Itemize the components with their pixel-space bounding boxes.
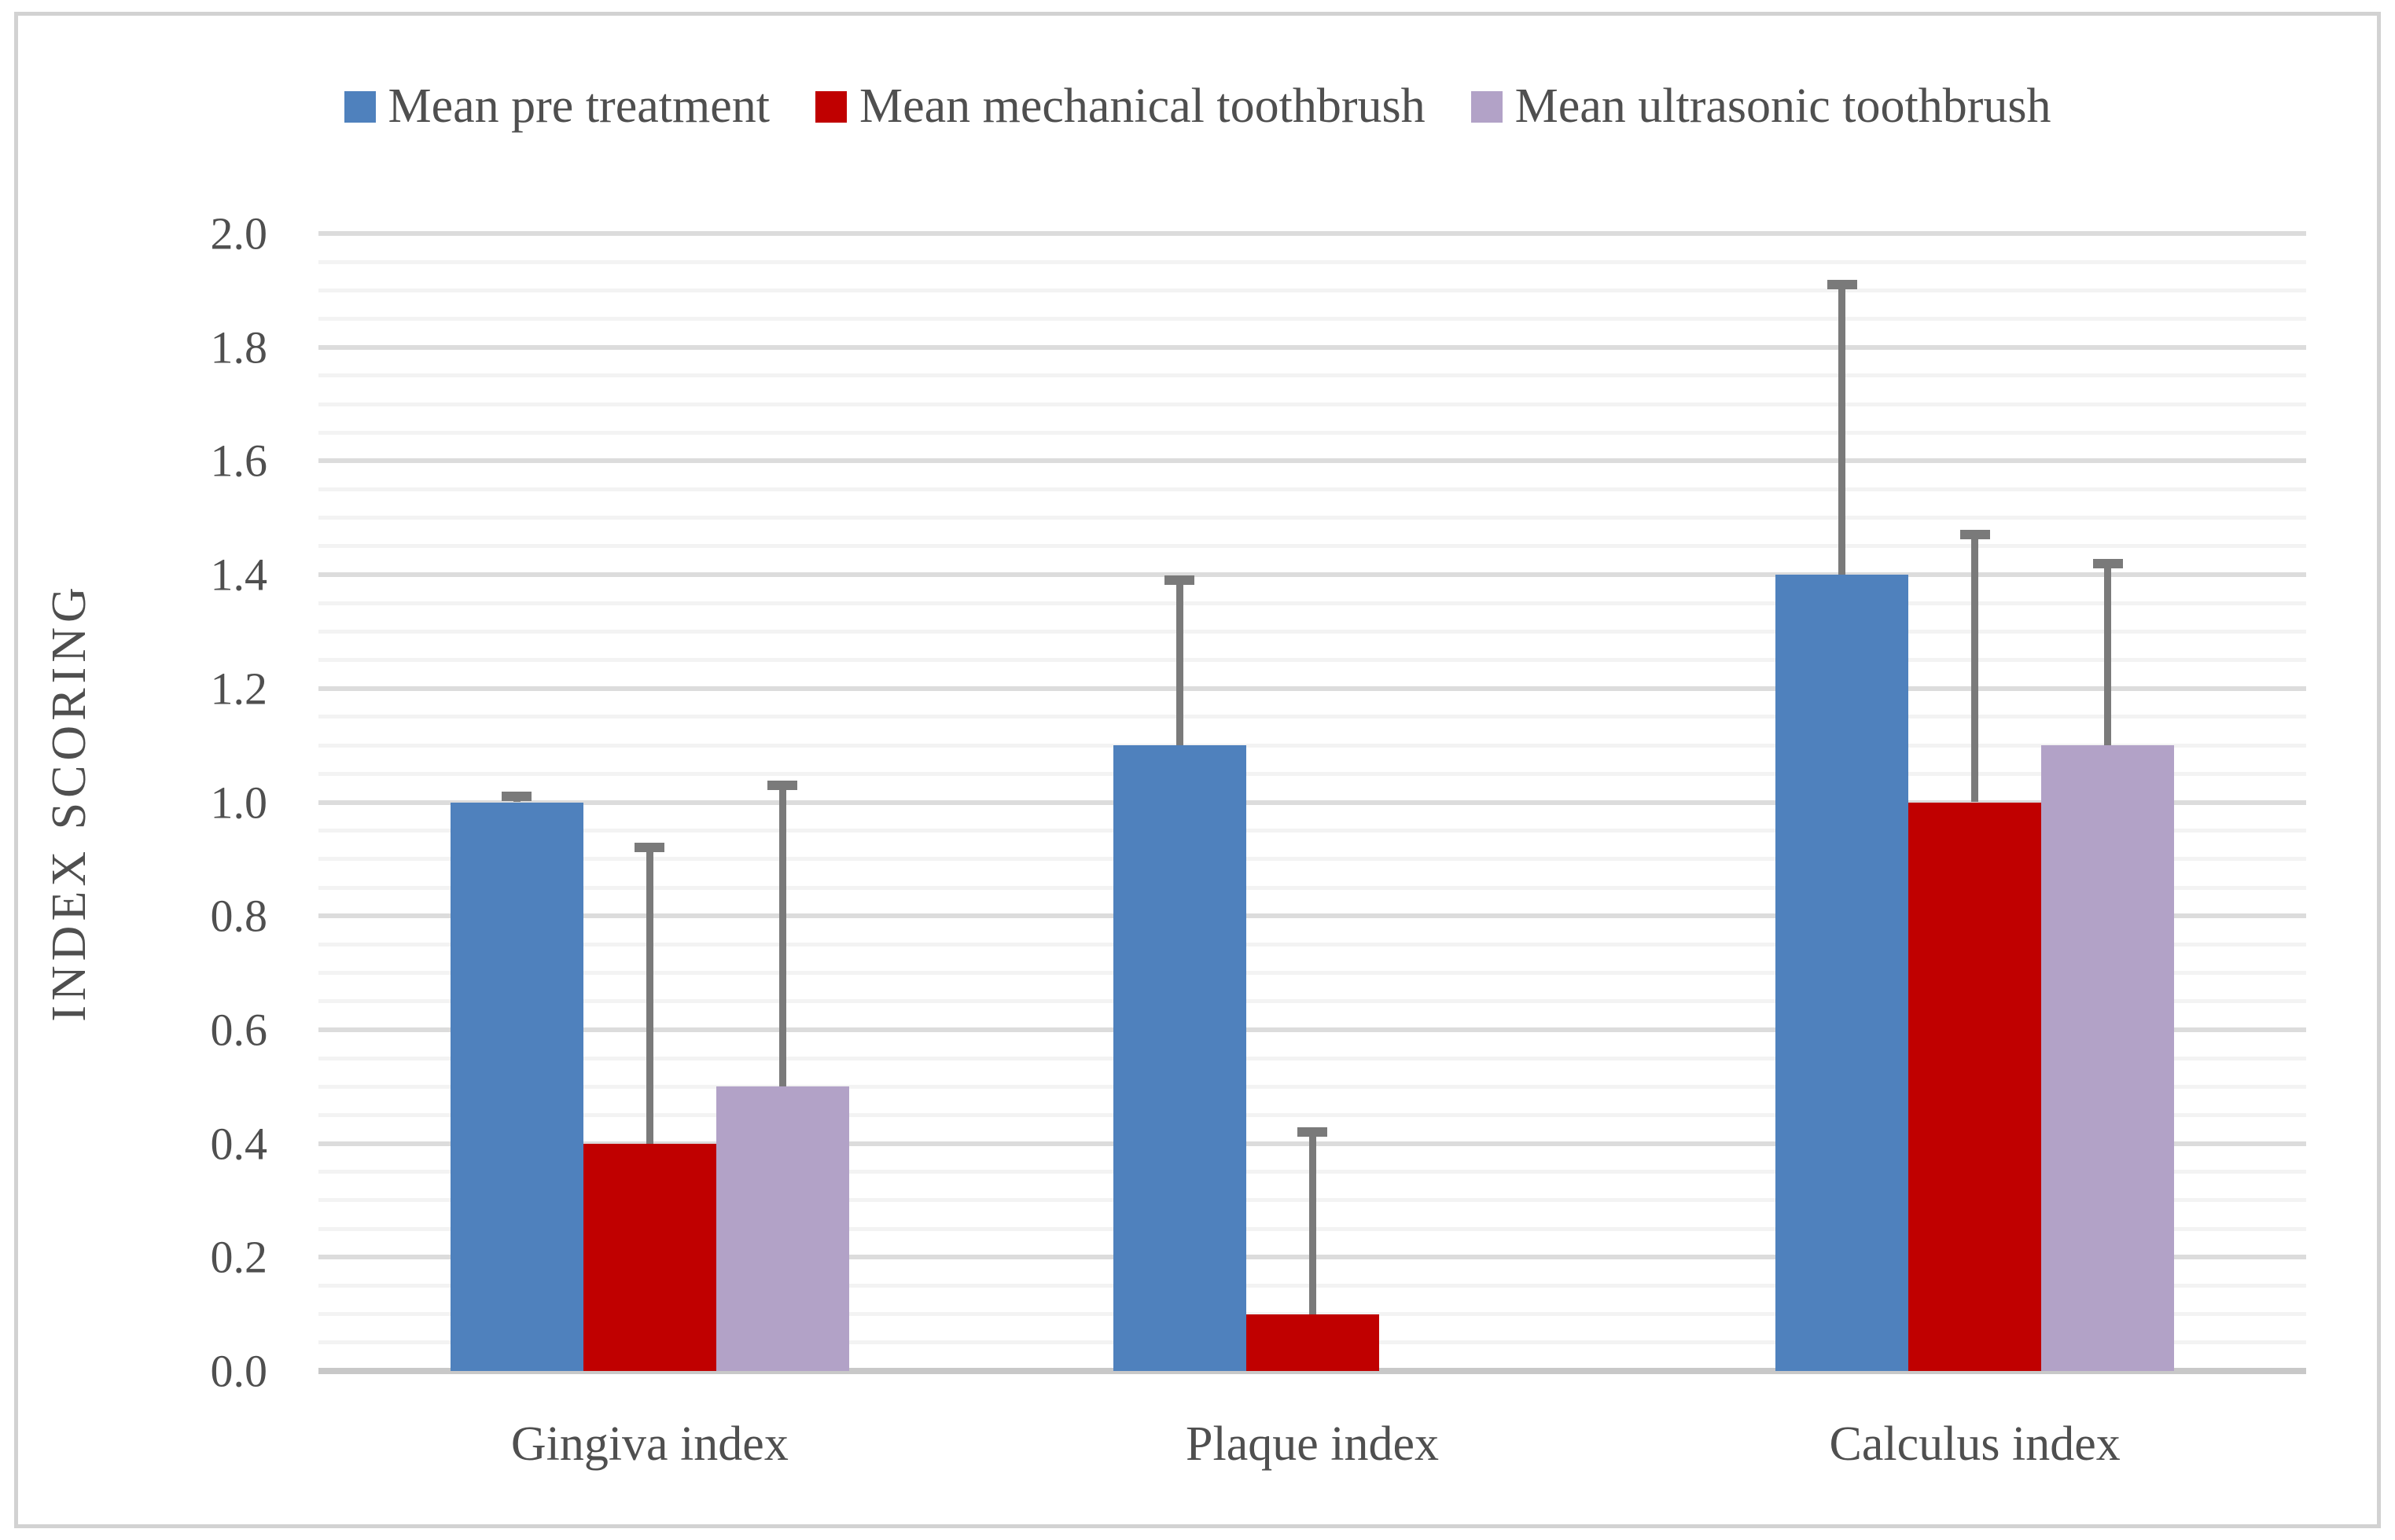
x-category-label: Plaque index xyxy=(1186,1417,1439,1471)
minor-gridline xyxy=(318,771,2306,776)
major-gridline xyxy=(318,913,2306,919)
y-axis-title: INDEX SCORING xyxy=(30,233,109,1371)
legend-swatch-icon xyxy=(815,90,847,123)
major-gridline xyxy=(318,799,2306,805)
minor-gridline xyxy=(318,1056,2306,1060)
plot-area xyxy=(318,231,2306,1374)
legend-label: Mean ultrasonic toothbrush xyxy=(1514,79,2051,133)
x-category-label: Calculus index xyxy=(1829,1417,2121,1471)
y-tick-label: 0.4 xyxy=(210,1118,268,1170)
major-gridline xyxy=(318,685,2306,691)
bar-mean-mechanical-toothbrush xyxy=(583,1143,716,1371)
minor-gridline xyxy=(318,971,2306,976)
legend-label: Mean pre treatment xyxy=(388,79,770,133)
major-gridline xyxy=(318,1027,2306,1032)
minor-gridline xyxy=(318,601,2306,605)
error-bar-whisker xyxy=(2104,563,2112,746)
major-gridline xyxy=(318,458,2306,464)
legend-swatch-icon xyxy=(344,90,376,123)
minor-gridline xyxy=(318,430,2306,435)
x-category-label: Gingiva index xyxy=(510,1417,789,1471)
minor-gridline xyxy=(318,942,2306,946)
y-tick-label: 0.6 xyxy=(210,1004,268,1056)
bar-mean-ultrasonic-toothbrush xyxy=(2041,745,2175,1371)
y-tick-label: 1.8 xyxy=(210,322,268,373)
error-bar-cap xyxy=(2092,558,2123,568)
y-tick-label: 0.8 xyxy=(210,890,268,942)
minor-gridline xyxy=(318,829,2306,833)
error-bar-whisker xyxy=(778,785,786,1087)
minor-gridline xyxy=(318,999,2306,1004)
y-tick-label: 2.0 xyxy=(210,208,268,259)
bar-mean-pre-treatment xyxy=(450,802,583,1371)
y-tick-label: 0.0 xyxy=(210,1345,268,1397)
minor-gridline xyxy=(318,373,2306,378)
minor-gridline xyxy=(318,487,2306,492)
minor-gridline xyxy=(318,658,2306,663)
bar-mean-pre-treatment xyxy=(1113,745,1246,1371)
minor-gridline xyxy=(318,288,2306,292)
bar-mean-mechanical-toothbrush xyxy=(1245,1314,1379,1371)
legend-item-1: Mean pre treatment xyxy=(344,79,770,134)
error-bar-cap xyxy=(635,843,665,853)
major-gridline xyxy=(318,572,2306,578)
legend: Mean pre treatment Mean mechanical toothb… xyxy=(0,79,2395,134)
bar-mean-mechanical-toothbrush xyxy=(1908,802,2042,1371)
bar-mean-pre-treatment xyxy=(1775,575,1909,1371)
minor-gridline xyxy=(318,317,2306,322)
minor-gridline xyxy=(318,402,2306,406)
error-bar-cap xyxy=(502,792,532,802)
error-bar-cap xyxy=(1959,530,1990,540)
y-tick-label: 1.6 xyxy=(210,435,268,487)
minor-gridline xyxy=(318,544,2306,549)
y-axis-title-text: INDEX SCORING xyxy=(42,583,96,1022)
minor-gridline xyxy=(318,743,2306,748)
y-tick-label: 1.2 xyxy=(210,663,268,715)
legend-item-3: Mean ultrasonic toothbrush xyxy=(1470,79,2051,134)
legend-swatch-icon xyxy=(1470,90,1503,123)
legend-item-2: Mean mechanical toothbrush xyxy=(815,79,1426,134)
y-tick-label: 1.0 xyxy=(210,777,268,828)
legend-label: Mean mechanical toothbrush xyxy=(859,79,1426,133)
error-bar-cap xyxy=(767,780,798,790)
y-tick-label: 1.4 xyxy=(210,549,268,601)
minor-gridline xyxy=(318,516,2306,520)
minor-gridline xyxy=(318,259,2306,264)
error-bar-whisker xyxy=(1308,1132,1316,1314)
x-axis-line xyxy=(318,1368,2306,1374)
minor-gridline xyxy=(318,1112,2306,1117)
major-gridline xyxy=(318,231,2306,236)
minor-gridline xyxy=(318,715,2306,719)
minor-gridline xyxy=(318,629,2306,634)
bar-mean-ultrasonic-toothbrush xyxy=(716,1086,849,1371)
minor-gridline xyxy=(318,857,2306,862)
error-bar-whisker xyxy=(1175,580,1183,746)
error-bar-cap xyxy=(1827,280,1857,290)
error-bar-whisker xyxy=(1838,285,1846,575)
error-bar-whisker xyxy=(1971,535,1979,803)
y-tick-label: 0.2 xyxy=(210,1231,268,1283)
minor-gridline xyxy=(318,885,2306,890)
error-bar-whisker xyxy=(646,847,653,1144)
error-bar-cap xyxy=(1297,1127,1327,1138)
minor-gridline xyxy=(318,1084,2306,1089)
major-gridline xyxy=(318,344,2306,350)
error-bar-cap xyxy=(1164,575,1194,586)
